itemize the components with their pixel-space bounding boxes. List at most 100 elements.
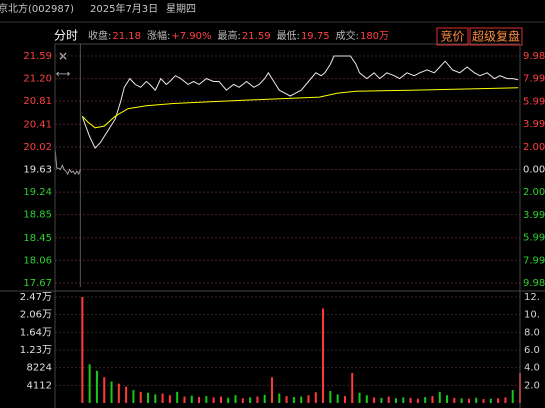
expand-icon[interactable]: ⟷ (56, 69, 70, 80)
stat-label: 收盘: (88, 29, 111, 42)
y-tick-label: 2.06万 (20, 310, 52, 321)
y2-tick-label: 9.98% (523, 51, 545, 62)
y-tick-label: 18.45 (23, 233, 52, 244)
y-tick-label: 19.63 (23, 165, 52, 176)
volume-bar (307, 395, 310, 403)
volume-bar (117, 383, 120, 403)
volume-bar (176, 391, 179, 403)
volume-bar (416, 398, 419, 403)
y2-tick-label: 12. (524, 292, 540, 303)
volume-bar (292, 396, 295, 403)
volume-bar (285, 396, 288, 403)
y2-tick-label: 6.0 (524, 345, 540, 356)
volume-bar (103, 377, 106, 403)
volume-bar (351, 372, 354, 403)
volume-bar (278, 393, 281, 403)
y-tick-label: 21.59 (23, 51, 52, 62)
price-line (82, 87, 519, 129)
volume-bar (322, 308, 325, 403)
stat-value: 19.75 (301, 31, 330, 42)
y2-tick-label: 10. (524, 310, 540, 321)
volume-bar (154, 394, 157, 403)
stat-label: 涨幅: (147, 29, 170, 42)
y-tick-label: 20.02 (23, 142, 52, 153)
volume-bar (395, 398, 397, 403)
volume-bar (511, 390, 514, 403)
volume-bar (358, 392, 361, 403)
volume-bar (475, 397, 478, 403)
volume-bar (504, 397, 507, 403)
y-tick-label: 20.41 (23, 119, 52, 130)
volume-bar (380, 397, 383, 403)
volume-bar (409, 397, 412, 403)
volume-bar (256, 396, 259, 403)
volume-bar (263, 394, 266, 403)
volume-bar (95, 370, 98, 403)
y-tick-label: 21.20 (23, 74, 52, 85)
y-tick-label: 19.24 (23, 187, 52, 198)
volume-bar (241, 398, 244, 403)
stock-name: 京北方(002987) (0, 2, 74, 15)
volume-bar (205, 396, 208, 403)
volume-bar (365, 395, 368, 403)
volume-bar (402, 397, 405, 403)
volume-bar (460, 398, 463, 403)
auction-button-frame[interactable] (436, 27, 469, 46)
volume-bar (198, 396, 201, 403)
volume-bar (168, 395, 171, 403)
y2-tick-label: 5.99% (523, 233, 545, 244)
volume-bar (467, 398, 470, 403)
y2-tick-label: 7.99% (523, 255, 545, 266)
stat-label: 最低: (277, 29, 300, 42)
y2-tick-label: 3.99% (523, 119, 545, 130)
mode-tab[interactable]: 分时 (54, 29, 78, 43)
y2-tick-label: 9.98% (523, 278, 545, 289)
y-tick-label: 17.67 (23, 278, 52, 289)
volume-bar (387, 396, 390, 403)
volume-bar (431, 396, 434, 403)
volume-bar (446, 395, 449, 403)
volume-bar (453, 397, 456, 403)
replay-button-frame[interactable] (469, 27, 523, 46)
stat-value: 21.18 (112, 31, 141, 42)
replay-button[interactable]: 超级复盘 (472, 29, 520, 44)
y2-tick-label: 7.99% (523, 74, 545, 85)
y2-tick-label: 8.0 (524, 327, 540, 338)
y-tick-label: 18.06 (23, 255, 52, 266)
y-tick-label: 2.47万 (20, 292, 52, 303)
y2-tick-label: 3.99% (523, 210, 545, 221)
volume-bar (161, 393, 164, 403)
volume-bar (249, 397, 252, 403)
volume-bar (424, 396, 427, 403)
y-tick-label: 18.85 (23, 210, 52, 221)
volume-bar (132, 390, 135, 403)
volume-bar (212, 397, 215, 403)
y-tick-label: 20.81 (23, 96, 52, 107)
y2-tick-label: 5.99% (523, 96, 545, 107)
volume-bar (81, 297, 84, 403)
auction-button[interactable]: 竞价 (440, 30, 464, 44)
stat-value: +7.90% (171, 31, 211, 42)
volume-bar (125, 386, 128, 403)
volume-bar (438, 391, 441, 403)
volume-bar (110, 381, 113, 403)
y2-tick-label: 0.00% (523, 165, 545, 176)
volume-bar (300, 396, 303, 403)
stat-label: 最高: (218, 29, 241, 42)
y2-tick-label: 4.0 (524, 363, 540, 374)
volume-bar (219, 396, 222, 403)
price-line (81, 55, 519, 149)
volume-bar (482, 399, 485, 403)
y2-tick-label: 2.00% (523, 142, 545, 153)
volume-bar (88, 364, 91, 403)
volume-bar (190, 395, 193, 403)
volume-bar (489, 398, 492, 403)
volume-bar (234, 395, 237, 403)
y2-tick-label: 2.0 (524, 380, 540, 391)
price-line (54, 148, 81, 176)
volume-bar (343, 396, 346, 403)
volume-bar (373, 397, 376, 403)
